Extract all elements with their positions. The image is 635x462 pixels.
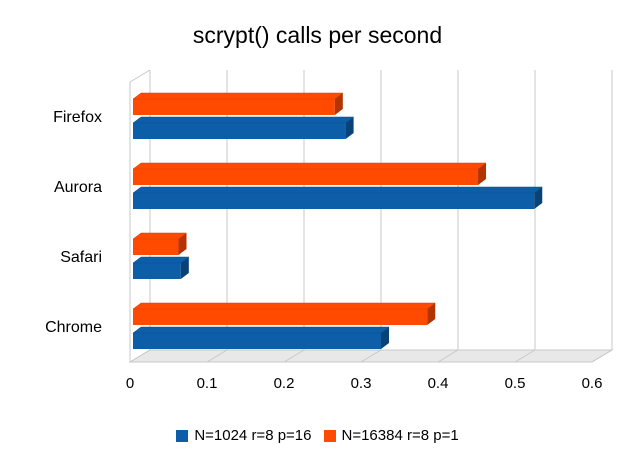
x-tick-label: 0.2 <box>274 375 295 392</box>
bar <box>133 333 382 349</box>
bar-end <box>478 163 487 185</box>
bar-top <box>132 232 188 240</box>
bar <box>133 123 346 139</box>
gridline-floor <box>437 349 459 363</box>
wall-edge <box>129 69 151 83</box>
bar-top <box>132 162 487 170</box>
legend-label: N=16384 r=8 p=1 <box>341 427 459 444</box>
y-category-label: Chrome <box>45 319 102 336</box>
bar-top <box>132 256 190 264</box>
x-tick-label: 0 <box>126 375 134 392</box>
x-tick-label: 0.5 <box>505 375 526 392</box>
bar-end <box>345 117 354 139</box>
bar <box>133 169 479 185</box>
bar <box>133 193 535 209</box>
bar-end <box>381 327 390 349</box>
chart-legend: N=1024 r=8 p=16 N=16384 r=8 p=1 <box>0 427 635 444</box>
y-category-label: Aurora <box>54 179 102 196</box>
legend-swatch <box>176 429 189 442</box>
bar-top <box>132 186 543 194</box>
bar-end <box>427 303 436 325</box>
bar-end <box>180 257 189 279</box>
x-tick-label: 0.1 <box>197 375 218 392</box>
bar-end <box>178 233 187 255</box>
y-category-label: Safari <box>60 249 102 266</box>
legend-item: N=1024 r=8 p=16 <box>176 427 312 444</box>
legend-label: N=1024 r=8 p=16 <box>194 427 312 444</box>
gridline-floor <box>283 349 305 363</box>
bar <box>133 263 181 279</box>
x-tick-label: 0.3 <box>351 375 372 392</box>
x-tick-label: 0.6 <box>582 375 603 392</box>
bar-end <box>334 93 343 115</box>
bar-end <box>534 187 543 209</box>
chart-title: scrypt() calls per second <box>192 22 443 48</box>
y-category-label: Firefox <box>53 109 102 126</box>
x-tick-label: 0.4 <box>428 375 449 392</box>
gridline-floor <box>360 349 382 363</box>
gridline-floor <box>206 349 228 363</box>
bar-top <box>132 92 344 100</box>
gridline-floor <box>129 349 151 363</box>
bar <box>133 239 179 255</box>
legend-item: N=16384 r=8 p=1 <box>323 427 459 444</box>
bar-top <box>132 326 390 334</box>
bar-top <box>132 302 436 310</box>
legend-swatch <box>323 429 336 442</box>
gridline-floor <box>591 349 613 363</box>
gridline-floor <box>514 349 536 363</box>
bar-top <box>132 116 355 124</box>
bar <box>133 99 335 115</box>
bar <box>133 309 428 325</box>
